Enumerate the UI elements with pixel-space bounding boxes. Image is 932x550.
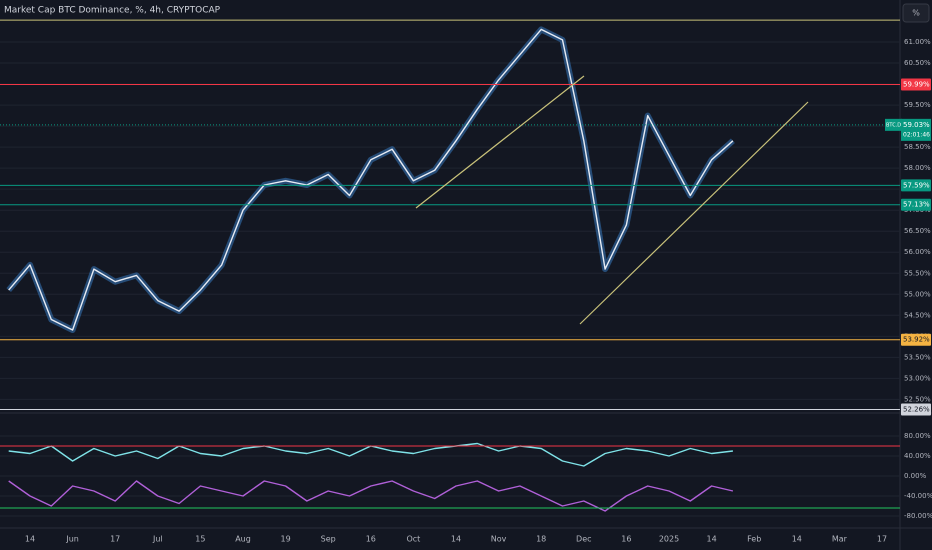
scale-button[interactable] bbox=[902, 3, 930, 23]
price-label: 59.03% bbox=[903, 121, 930, 129]
y-tick-label: 56.50% bbox=[904, 227, 931, 235]
y-tick-label: 58.00% bbox=[904, 164, 931, 172]
series-line bbox=[8, 480, 734, 512]
trend-line bbox=[415, 75, 585, 209]
series-line bbox=[8, 28, 734, 331]
x-tick-label: 14 bbox=[451, 535, 461, 544]
x-tick-label: 15 bbox=[195, 535, 205, 544]
level-label: 52.26% bbox=[903, 405, 930, 413]
y-tick-label: 54.50% bbox=[904, 311, 931, 319]
axis: 14 Jun 17 Jul 15 Aug 19 Sep 16 Oct 14 Nov 18 Dec 16 202… bbox=[25, 38, 932, 543]
y-tick-label: 52.50% bbox=[904, 395, 931, 403]
y-tick-label: 53.50% bbox=[904, 353, 931, 361]
x-tick-label: Jul bbox=[152, 535, 163, 544]
level-label-box bbox=[901, 179, 931, 192]
y-tick-label: 60.50% bbox=[904, 59, 931, 67]
y-tick-label: 55.00% bbox=[904, 290, 931, 298]
y-tick-label: 56.00% bbox=[904, 248, 931, 256]
marks bbox=[0, 19, 900, 512]
level-label: 59.99% bbox=[903, 81, 930, 89]
x-tick-label: Oct bbox=[406, 535, 420, 544]
y-tick-label: 0.00% bbox=[904, 472, 927, 480]
symbol-label: BTC.D bbox=[886, 122, 901, 128]
x-tick-label: 14 bbox=[707, 535, 717, 544]
x-tick-label: 18 bbox=[536, 535, 546, 544]
x-tick-label: Sep bbox=[321, 535, 336, 544]
level-label-box bbox=[901, 333, 931, 346]
x-tick-label: 14 bbox=[25, 535, 35, 544]
x-tick-label: 16 bbox=[621, 535, 631, 544]
level-label: 57.13% bbox=[903, 201, 930, 209]
trend-line bbox=[579, 101, 809, 325]
level-label-box bbox=[901, 78, 931, 91]
x-tick-label: Aug bbox=[235, 535, 251, 544]
x-tick-label: 17 bbox=[110, 535, 120, 544]
x-tick-label: Mar bbox=[832, 535, 848, 544]
x-tick-label: Jun bbox=[65, 535, 79, 544]
x-tick-label: Dec bbox=[576, 535, 591, 544]
level-label: 53.92% bbox=[903, 336, 930, 344]
chart-title: Market Cap BTC Dominance, %, 4h, CRYPTOC… bbox=[4, 6, 221, 16]
countdown-label: 02:01:46 bbox=[903, 131, 930, 138]
x-tick-label: 19 bbox=[281, 535, 291, 544]
x-tick-label: Nov bbox=[491, 535, 507, 544]
level-label-box bbox=[901, 198, 931, 211]
y-tick-label: -40.00% bbox=[904, 492, 932, 500]
level-label: 57.59% bbox=[903, 181, 930, 189]
scale-label[interactable]: % bbox=[912, 9, 920, 18]
y-tick-label: -80.00% bbox=[904, 512, 932, 520]
x-tick-label: 14 bbox=[792, 535, 802, 544]
y-tick-label: 53.00% bbox=[904, 374, 931, 382]
x-tick-label: Feb bbox=[747, 535, 761, 544]
y-tick-label: 58.50% bbox=[904, 143, 931, 151]
y-tick-label: 59.50% bbox=[904, 101, 931, 109]
x-tick-label: 16 bbox=[366, 535, 376, 544]
x-tick-label: 17 bbox=[877, 535, 887, 544]
x-tick-label: 2025 bbox=[659, 535, 679, 544]
price-box bbox=[901, 118, 931, 141]
y-tick-label: 61.00% bbox=[904, 38, 931, 46]
y-tick-label: 55.50% bbox=[904, 269, 931, 277]
y-tick-label: 80.00% bbox=[904, 432, 931, 440]
level-label-box bbox=[901, 403, 931, 416]
symbol-box bbox=[885, 118, 902, 131]
y-tick-label: 40.00% bbox=[904, 452, 931, 460]
